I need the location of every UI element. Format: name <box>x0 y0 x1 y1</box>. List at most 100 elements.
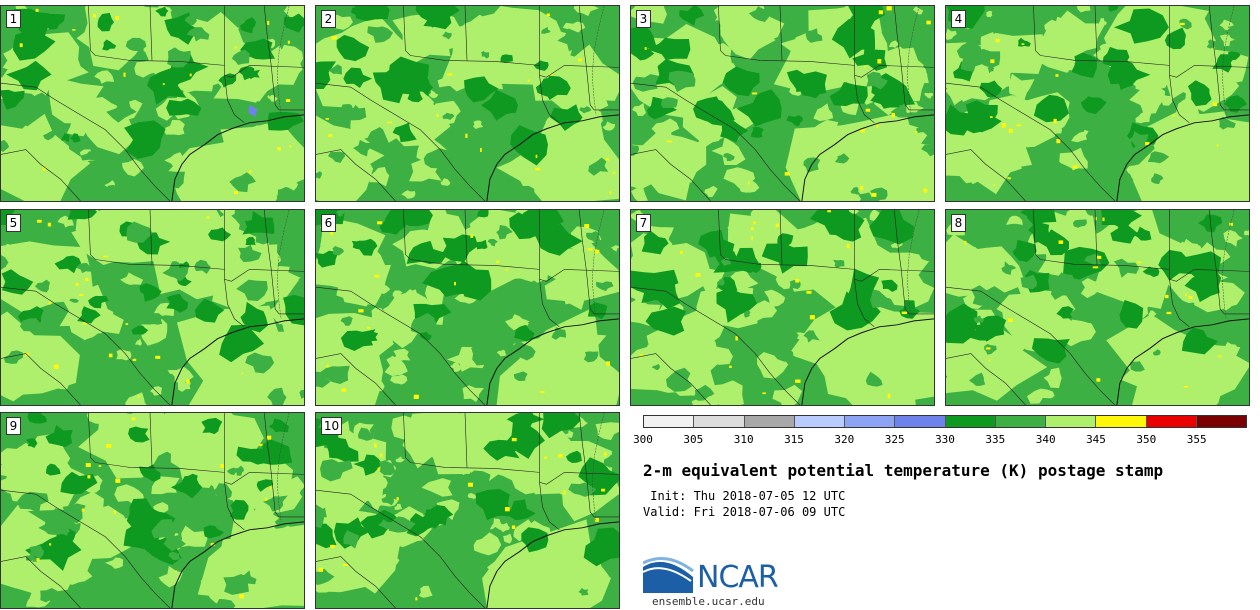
field-blob-mid <box>551 327 567 340</box>
state-boundary <box>464 413 468 468</box>
postage-stamp-panel-5[interactable]: 5 <box>0 209 305 406</box>
state-boundary <box>224 75 245 124</box>
field-blob-dark <box>392 122 417 143</box>
field-blob-light <box>1135 111 1152 124</box>
postage-stamp-panel-1[interactable]: 1 <box>0 5 305 202</box>
field-blob-dark <box>1101 210 1143 231</box>
coastline <box>171 318 304 405</box>
field-blob-light <box>1061 319 1096 347</box>
site-url[interactable]: ensemble.ucar.edu <box>652 595 765 608</box>
field-blob-dark <box>170 479 203 499</box>
field-blob-mid <box>1151 173 1164 185</box>
field-blob-mid <box>381 492 397 506</box>
field-blob-light <box>1138 280 1159 295</box>
field-speck-yellow <box>795 278 800 283</box>
postage-stamp-panel-3[interactable]: 3 <box>630 5 935 202</box>
field-blob-light <box>486 77 503 92</box>
field-speck-yellow <box>367 326 371 330</box>
field-blob-light <box>61 563 93 585</box>
field-blob-light <box>437 68 469 92</box>
field-blob-light <box>883 175 916 201</box>
field-blob-mid <box>896 6 916 16</box>
field-blob-light <box>510 118 619 201</box>
field-blob-light <box>1243 230 1249 236</box>
river <box>1221 210 1235 319</box>
field-speck-yellow <box>1058 240 1064 244</box>
field-blob-mid <box>557 28 589 52</box>
field-blob-dark <box>240 301 269 333</box>
field-blob-mid <box>316 171 322 179</box>
postage-stamp-panel-4[interactable]: 4 <box>945 5 1250 202</box>
field-blob-light <box>378 323 418 349</box>
field-blob-light <box>255 368 280 386</box>
field-blob-light <box>489 518 505 532</box>
field-blob-mid <box>357 427 374 441</box>
field-blob-dark <box>881 279 898 292</box>
field-blob-mid <box>865 371 883 387</box>
field-blob-light <box>402 424 448 469</box>
postage-stamp-panel-8[interactable]: 8 <box>945 209 1250 406</box>
field-blob-mid <box>1072 219 1087 228</box>
field-blob-light <box>411 132 435 149</box>
field-blob-light <box>844 369 876 393</box>
field-speck-yellow <box>377 467 381 471</box>
field-blob-dark <box>406 240 448 264</box>
field-blob-dark <box>646 96 677 120</box>
postage-stamp-panel-2[interactable]: 2 <box>315 5 620 202</box>
colorbar-tick-345: 345 <box>1086 433 1106 446</box>
field-speck-yellow <box>285 99 291 103</box>
postage-stamp-panel-10[interactable]: 10 <box>315 412 620 609</box>
field-blob-light <box>120 272 144 285</box>
field-speck-yellow <box>35 8 39 12</box>
colorbar-segment-300 <box>644 416 695 427</box>
field-blob-mid <box>106 98 137 123</box>
field-blob-dark <box>549 104 583 131</box>
field-speck-yellow <box>234 46 238 49</box>
field-blob-mid <box>632 74 659 92</box>
field-speck-yellow <box>511 525 516 530</box>
field-blob-dark <box>138 464 161 482</box>
field-blob-light <box>1008 73 1035 102</box>
field-blob-mid <box>658 397 678 405</box>
field-speck-yellow <box>1102 217 1105 222</box>
field-speck-yellow <box>876 124 879 128</box>
state-boundary <box>316 149 396 201</box>
field-blob-light <box>81 235 101 254</box>
field-blob-light <box>697 121 723 148</box>
field-speck-yellow <box>1007 318 1013 322</box>
field-speck-yellow <box>318 567 324 572</box>
field-speck-yellow <box>19 43 23 48</box>
postage-stamp-panel-6[interactable]: 6 <box>315 209 620 406</box>
field-blob-light <box>181 181 197 196</box>
field-blob-dark <box>357 238 378 256</box>
field-speck-yellow <box>1183 385 1189 388</box>
field-blob-mid <box>1 139 10 152</box>
field-blob-dark <box>239 17 257 34</box>
field-blob-dark <box>126 498 159 529</box>
field-blob-mid <box>238 244 262 263</box>
river <box>276 210 290 319</box>
field-speck-yellow <box>546 13 551 17</box>
field-blob-dark <box>102 39 117 51</box>
field-blob-light <box>94 124 114 141</box>
field-blob-light <box>912 155 934 171</box>
field-blob-mid <box>80 151 98 161</box>
map-field <box>631 210 934 405</box>
field-blob-dark <box>698 229 735 258</box>
field-blob-light <box>808 349 822 363</box>
field-speck-yellow <box>36 558 40 561</box>
colorbar-segment-305 <box>694 416 745 427</box>
postage-stamp-panel-7[interactable]: 7 <box>630 209 935 406</box>
postage-stamp-panel-9[interactable]: 9 <box>0 412 305 609</box>
field-blob-mid <box>263 495 288 512</box>
field-blob-light <box>892 136 905 146</box>
field-blob-mid <box>186 27 210 42</box>
field-speck-yellow <box>42 166 46 171</box>
field-blob-mid <box>693 384 715 401</box>
field-blob-mid <box>541 26 551 34</box>
colorbar-segment-350 <box>1146 416 1197 427</box>
field-blob-mid <box>578 588 589 596</box>
field-speck-yellow <box>601 488 606 492</box>
field-blob-dark <box>531 223 583 256</box>
field-blob-light <box>436 499 460 521</box>
